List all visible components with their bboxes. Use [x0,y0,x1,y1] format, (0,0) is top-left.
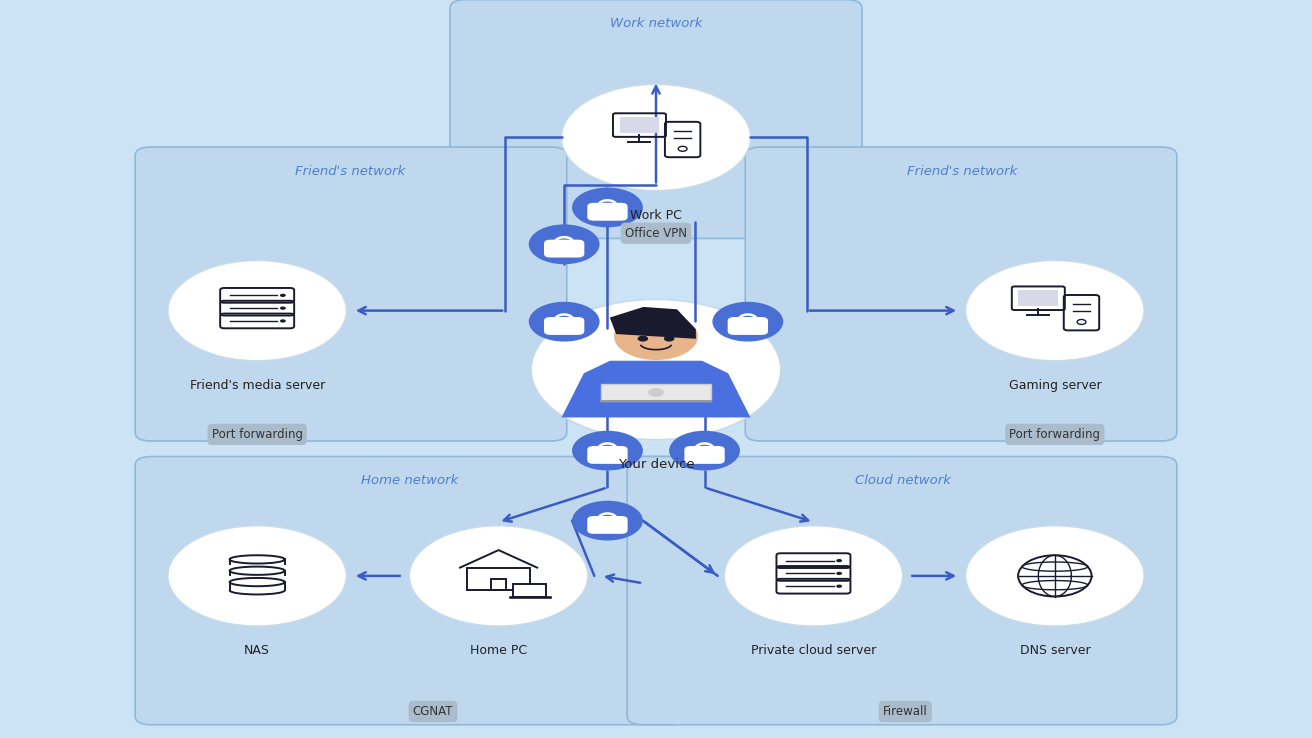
Circle shape [409,525,588,626]
Text: Gaming server: Gaming server [1009,379,1101,392]
Text: Home PC: Home PC [470,644,527,658]
Text: Friend's network: Friend's network [907,165,1017,178]
FancyBboxPatch shape [588,446,627,464]
Circle shape [648,388,664,397]
Circle shape [664,336,674,342]
Circle shape [168,261,346,361]
Text: Home network: Home network [361,475,458,487]
Circle shape [836,572,842,575]
Text: Firewall: Firewall [883,705,928,718]
Circle shape [572,500,643,540]
FancyBboxPatch shape [685,446,724,464]
Text: CGNAT: CGNAT [413,705,453,718]
Text: Friend's network: Friend's network [295,165,405,178]
FancyBboxPatch shape [544,317,584,335]
FancyBboxPatch shape [135,457,685,725]
Bar [513,584,546,596]
Text: Work PC: Work PC [630,209,682,222]
Circle shape [279,294,286,297]
Polygon shape [610,307,695,339]
Polygon shape [562,361,750,418]
Text: Port forwarding: Port forwarding [1009,428,1101,441]
Circle shape [836,584,842,588]
FancyBboxPatch shape [728,317,768,335]
Text: Office VPN: Office VPN [625,227,687,240]
FancyBboxPatch shape [588,516,627,534]
Circle shape [562,84,750,190]
Circle shape [966,261,1144,361]
Circle shape [572,431,643,471]
Text: Cloud network: Cloud network [854,475,951,487]
Text: Your device: Your device [618,458,694,471]
Circle shape [529,224,600,264]
Text: Port forwarding: Port forwarding [211,428,303,441]
Text: Friend's media server: Friend's media server [189,379,325,392]
Circle shape [531,300,781,440]
Circle shape [279,320,286,323]
Circle shape [279,306,286,310]
FancyBboxPatch shape [135,147,567,441]
FancyBboxPatch shape [450,0,862,238]
Text: NAS: NAS [244,644,270,658]
Circle shape [638,336,648,342]
Circle shape [712,302,783,342]
Text: Private cloud server: Private cloud server [750,644,876,658]
Circle shape [724,525,903,626]
Text: DNS server: DNS server [1019,644,1090,658]
Bar [467,568,530,590]
FancyBboxPatch shape [627,457,1177,725]
Circle shape [531,300,781,440]
FancyBboxPatch shape [588,203,627,221]
Circle shape [529,302,600,342]
FancyBboxPatch shape [745,147,1177,441]
Circle shape [572,187,643,227]
Bar [1018,290,1059,306]
Circle shape [168,525,346,626]
Circle shape [614,313,698,360]
Bar [491,579,506,590]
Circle shape [669,431,740,471]
Polygon shape [601,384,711,401]
Circle shape [966,525,1144,626]
Text: Work network: Work network [610,18,702,30]
FancyBboxPatch shape [544,240,584,258]
Bar [619,117,660,133]
Circle shape [836,559,842,562]
